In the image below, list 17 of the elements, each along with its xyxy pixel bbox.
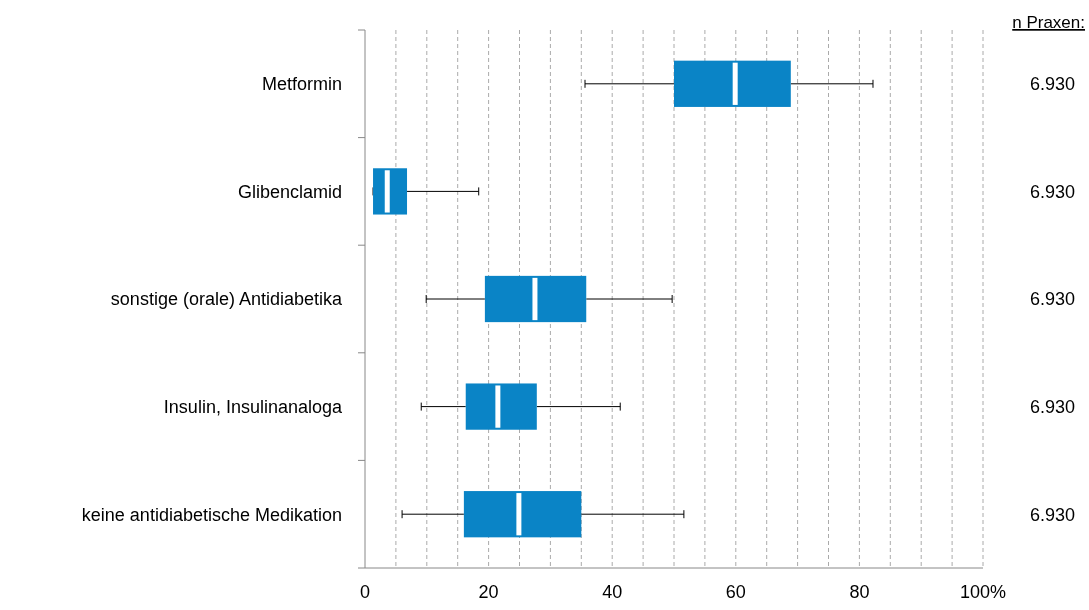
y-tick-label: Insulin, Insulinanaloga	[163, 396, 343, 417]
x-tick-label: 60	[725, 582, 746, 602]
x-tick-label: 80	[849, 582, 870, 602]
y-tick-label: keine antidiabetische Medikation	[81, 504, 342, 525]
x-tick-label: 20	[478, 582, 499, 602]
y-tick-label: Metformin	[261, 74, 342, 95]
text: 6.930	[1029, 396, 1075, 417]
text: 6.930	[1029, 181, 1075, 202]
text: n Praxen:	[1012, 13, 1085, 32]
text: 6.930	[1029, 504, 1075, 525]
x-tick-label: 100%	[959, 582, 1007, 602]
text: 6.930	[1029, 74, 1075, 95]
x-tick-label: 40	[602, 582, 623, 602]
y-tick-label: Glibenclamid	[237, 181, 342, 202]
text: 6.930	[1029, 289, 1075, 310]
x-tick-label: 0	[359, 582, 371, 602]
y-tick-label: sonstige (orale) Antidiabetika	[110, 289, 343, 310]
